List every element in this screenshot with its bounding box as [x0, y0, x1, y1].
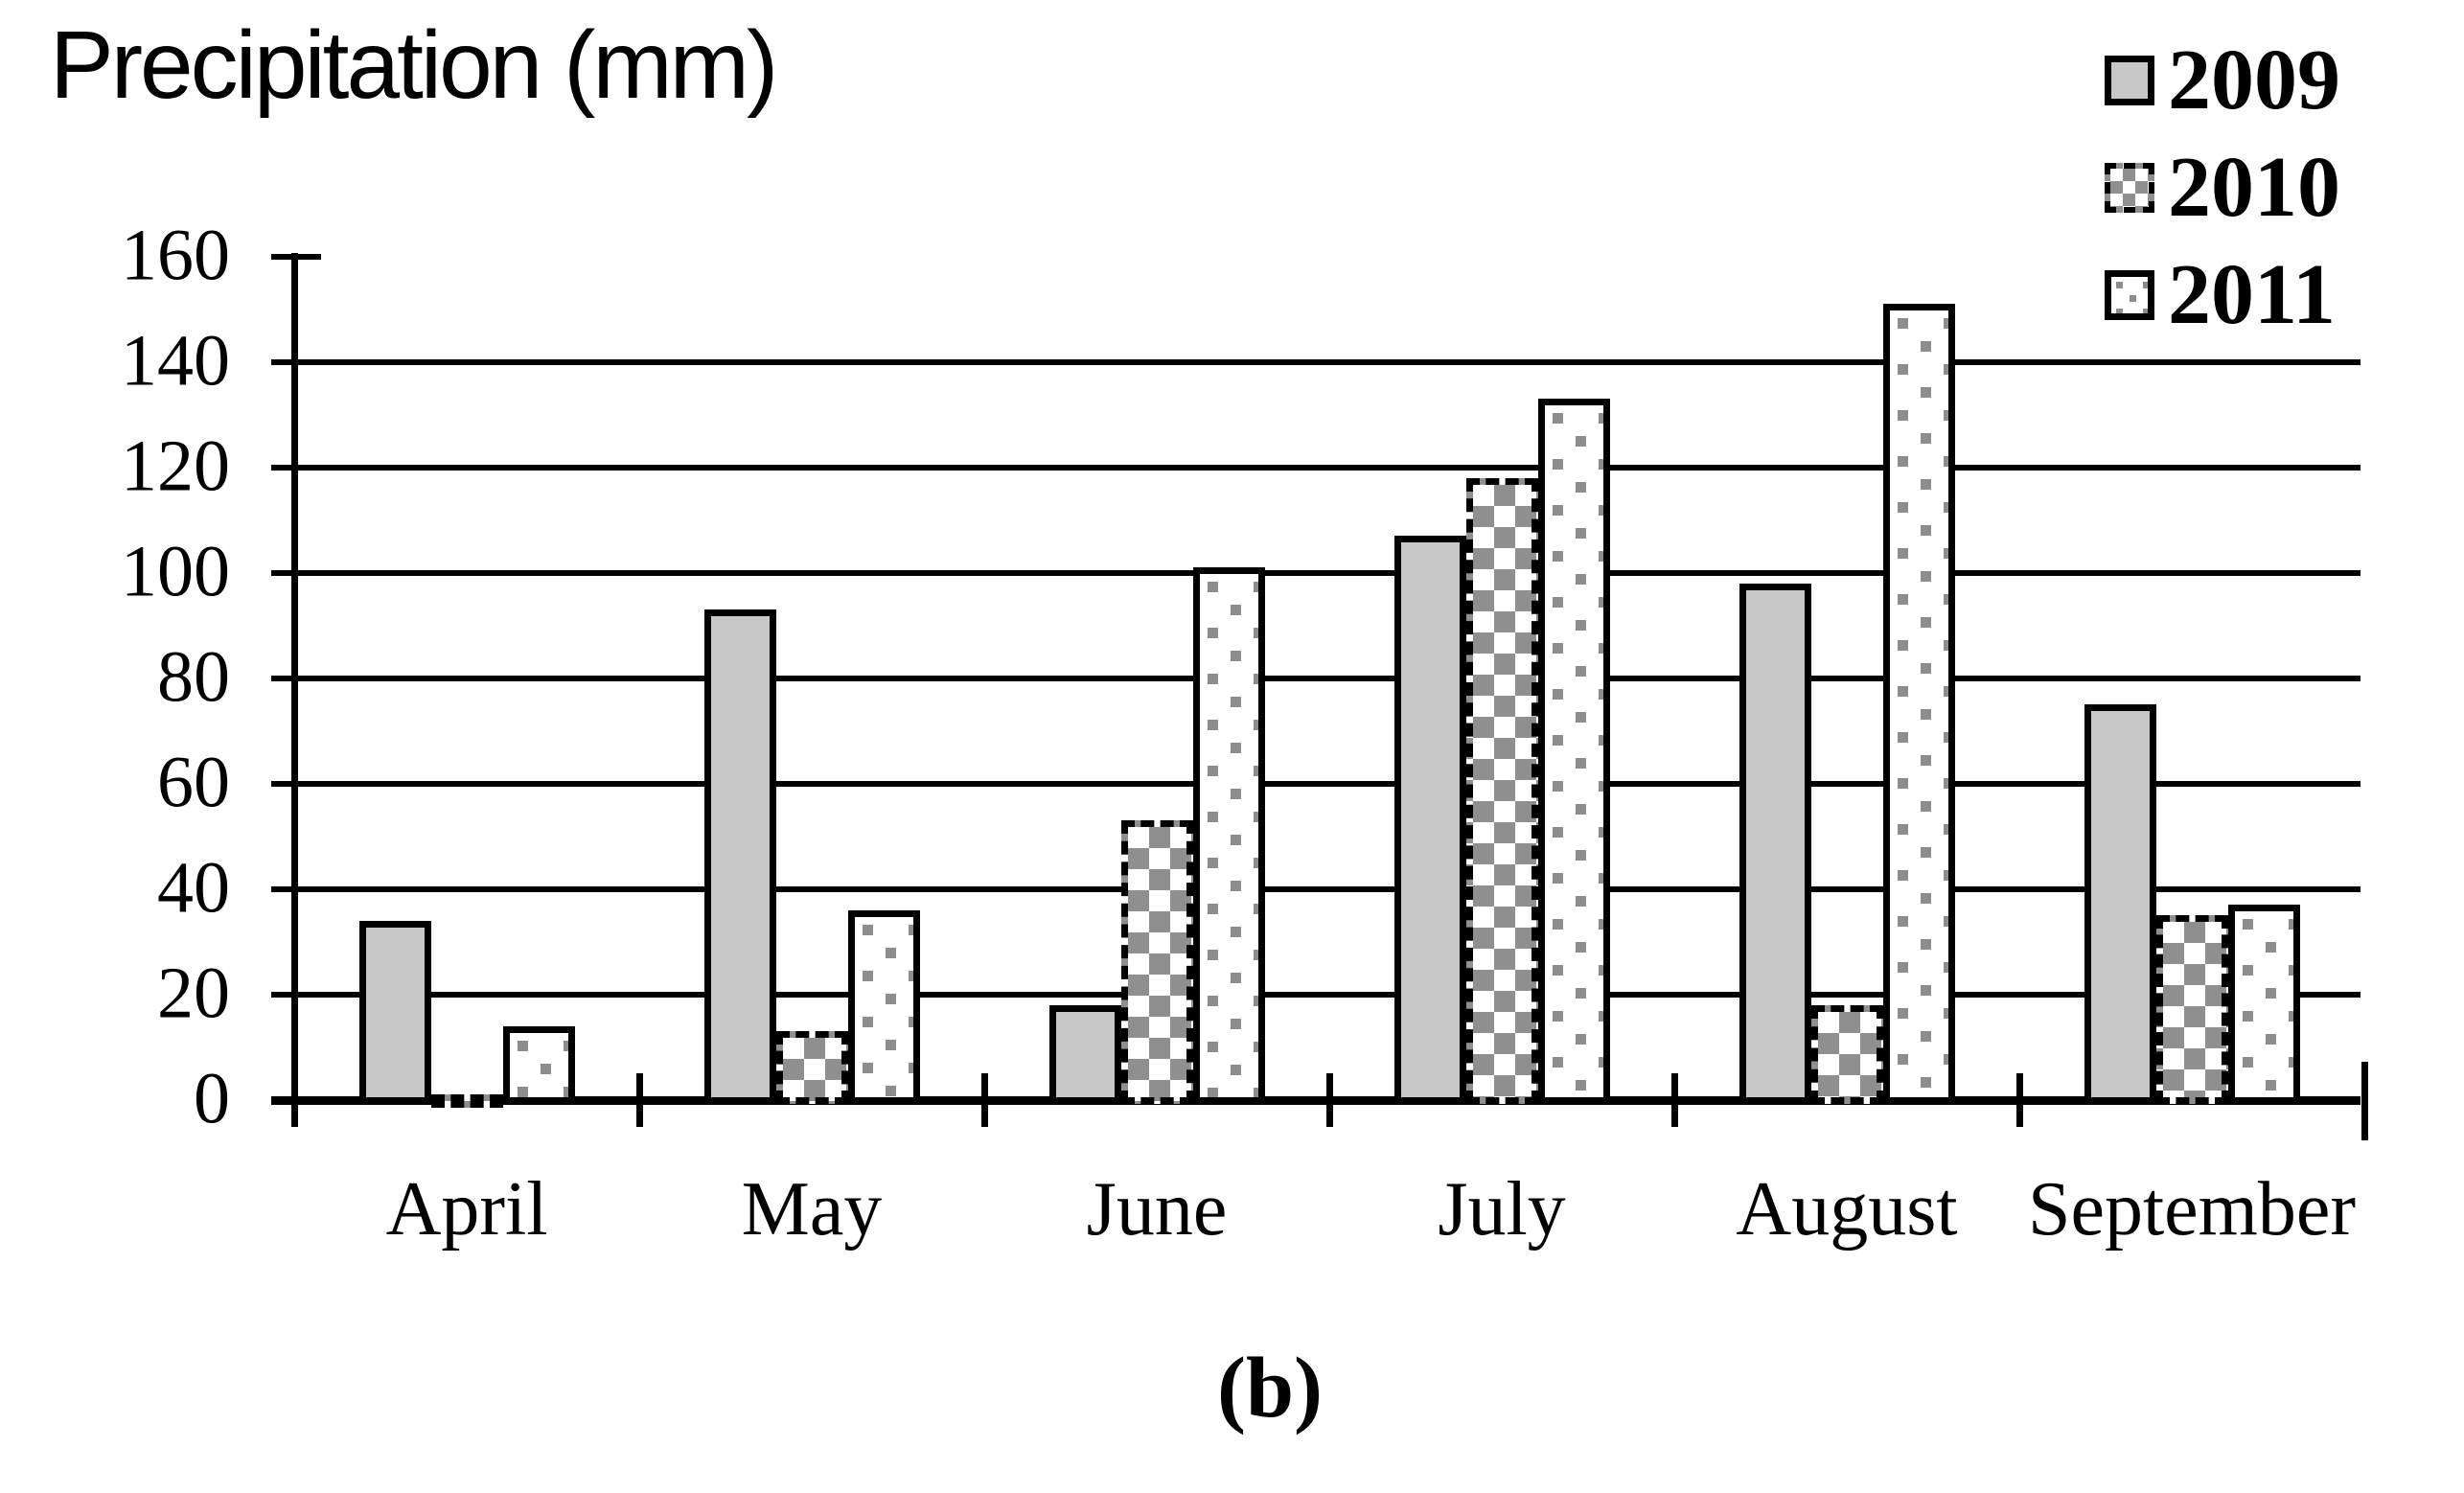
y-axis-tick-label: 100 [121, 531, 230, 612]
x-axis-label-july: July [1438, 1167, 1566, 1252]
gridline-80 [271, 676, 2360, 681]
gridline-20 [271, 992, 2360, 998]
bar-2009-may [703, 609, 776, 1104]
x-axis-tick [980, 1073, 988, 1127]
bar-2011-june [1192, 567, 1265, 1104]
bar-2010-april [430, 1094, 503, 1108]
bar-2010-july [1465, 478, 1538, 1104]
y-axis-tick-label: 40 [157, 847, 230, 929]
x-axis-tick [290, 1073, 298, 1127]
gridline-60 [271, 781, 2360, 787]
legend-label-2009: 2009 [2168, 33, 2340, 127]
bar-2009-august [1739, 584, 1811, 1104]
legend-item-2009: 2009 [2105, 27, 2340, 134]
bar-2011-april [502, 1026, 575, 1104]
legend-swatch-2010-checkerboard-square-icon [2105, 163, 2154, 213]
bar-2010-august [1810, 1005, 1883, 1104]
x-axis-label-june: June [1086, 1167, 1228, 1252]
x-axis-tick [1325, 1073, 1333, 1127]
legend-label-2011: 2011 [2168, 247, 2337, 342]
x-axis-line [271, 1096, 2360, 1105]
y-axis-line [290, 253, 298, 1104]
y-axis-tick-label: 140 [121, 320, 230, 402]
x-axis-label-august: August [1736, 1167, 1958, 1252]
legend-swatch-2011-dotted-square-icon [2105, 270, 2154, 320]
bar-2010-june [1120, 820, 1193, 1104]
x-axis-label-april: April [385, 1167, 548, 1252]
x-axis-label-september: September [2027, 1167, 2357, 1252]
bar-2009-september [2084, 704, 2156, 1104]
x-axis-label-may: May [741, 1167, 883, 1252]
bar-2011-july [1537, 399, 1610, 1104]
bar-2009-april [358, 921, 431, 1104]
legend-swatch-2009-solid-gray-square-icon [2105, 56, 2154, 105]
bar-2009-july [1393, 536, 1466, 1104]
legend: 2009 2010 2011 [2105, 27, 2340, 349]
x-axis-tick [1670, 1073, 1678, 1127]
y-axis-tick-label: 80 [157, 636, 230, 718]
figure-caption: (b) [1217, 1341, 1323, 1436]
bar-2011-september [2227, 905, 2300, 1104]
legend-item-2011: 2011 [2105, 241, 2340, 349]
gridline-120 [271, 465, 2360, 471]
bar-2009-june [1048, 1005, 1121, 1104]
gridline-100 [271, 570, 2360, 576]
bar-2010-may [775, 1031, 848, 1104]
gridline-40 [271, 886, 2360, 892]
y-axis-tick-label: 120 [121, 425, 230, 507]
y-axis-tick-label: 20 [157, 953, 230, 1034]
gridline-140 [271, 359, 2360, 365]
x-axis-tick [2360, 1062, 2368, 1140]
y-axis-tick-label: 60 [157, 742, 230, 823]
x-axis-tick [2015, 1073, 2023, 1127]
chart-title: Precipitation (mm) [50, 11, 778, 119]
y-axis-tick-label: 0 [194, 1058, 230, 1139]
y-axis-tick-label: 160 [121, 215, 230, 296]
bar-2011-may [847, 910, 920, 1104]
bar-2011-august [1882, 304, 1955, 1104]
legend-item-2010: 2010 [2105, 134, 2340, 241]
x-axis-tick [635, 1073, 643, 1127]
legend-label-2010: 2010 [2168, 140, 2340, 235]
bar-2010-september [2155, 915, 2228, 1104]
